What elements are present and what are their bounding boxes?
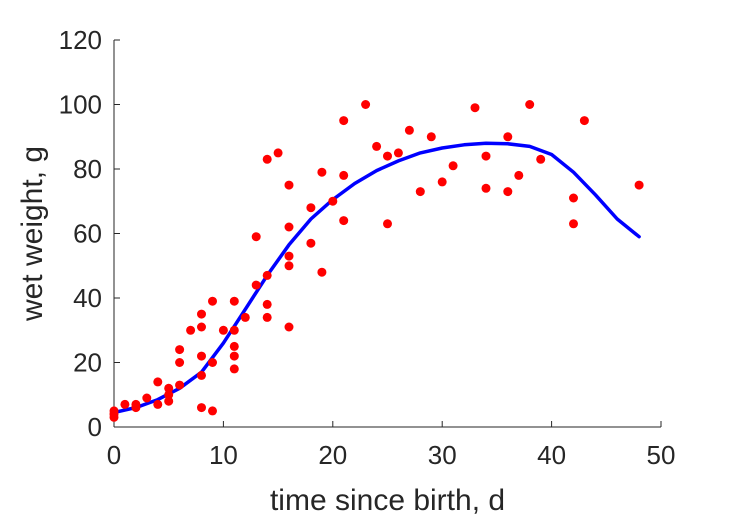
data-point: [481, 151, 491, 161]
data-point: [361, 100, 371, 109]
data-point: [284, 180, 294, 190]
data-point: [525, 100, 535, 109]
data-point: [569, 219, 578, 229]
data-point: [142, 393, 152, 403]
data-point: [448, 161, 458, 171]
data-point: [481, 183, 491, 193]
fitted-curve-layer: [112, 141, 641, 415]
data-point: [426, 132, 436, 142]
data-point: [579, 116, 589, 126]
data-point: [240, 312, 250, 322]
data-point: [306, 203, 316, 213]
data-point: [109, 412, 119, 422]
data-point: [229, 341, 239, 351]
y-tick-label: 80: [73, 154, 102, 184]
data-point: [164, 383, 174, 393]
data-point: [284, 261, 294, 271]
data-point: [197, 370, 206, 380]
data-point: [208, 358, 217, 367]
data-point: [404, 125, 414, 135]
data-point: [284, 251, 294, 261]
data-point: [164, 396, 174, 406]
x-tick-label: 20: [318, 440, 347, 470]
x-tick-label: 10: [209, 440, 238, 470]
data-point: [372, 141, 382, 151]
data-point: [197, 322, 206, 332]
data-point: [437, 177, 447, 187]
data-points-layer: [109, 100, 644, 422]
data-point: [197, 309, 206, 319]
data-point: [262, 154, 272, 164]
data-point: [317, 267, 327, 277]
data-point: [328, 196, 338, 206]
data-point: [153, 399, 163, 409]
data-point: [175, 380, 185, 390]
y-axis-ticks: 0 20 40 60 80 100 120: [59, 25, 120, 442]
data-point: [383, 151, 392, 161]
data-point: [229, 325, 239, 335]
data-point: [229, 364, 239, 374]
data-point: [251, 280, 261, 290]
data-point: [229, 296, 239, 306]
data-point: [339, 170, 349, 180]
x-tick-label: 0: [107, 440, 121, 470]
data-point: [503, 132, 513, 142]
y-tick-label: 60: [73, 219, 102, 249]
y-tick-label: 20: [73, 348, 102, 378]
data-point: [208, 296, 217, 306]
x-tick-label: 50: [647, 440, 676, 470]
axes: 0 10 20 30 40 50 0 20 40 60 80 100 120: [59, 25, 676, 470]
data-point: [262, 312, 272, 322]
data-point: [393, 148, 403, 158]
x-tick-label: 40: [537, 440, 566, 470]
data-point: [186, 325, 196, 335]
data-point: [197, 403, 206, 413]
data-point: [175, 345, 185, 355]
data-point: [262, 299, 272, 309]
data-point: [197, 351, 206, 361]
y-tick-label: 40: [73, 283, 102, 313]
y-axis-title: wet weight, g: [16, 146, 49, 322]
data-point: [339, 216, 349, 226]
data-point: [470, 103, 480, 113]
data-point: [251, 232, 261, 242]
data-point: [569, 193, 578, 203]
data-point: [339, 116, 349, 126]
x-axis-ticks: 0 10 20 30 40 50: [107, 421, 676, 470]
data-point: [273, 148, 283, 158]
x-axis-title: time since birth, d: [270, 484, 505, 517]
y-tick-label: 100: [59, 90, 102, 120]
data-point: [164, 390, 174, 400]
y-tick-label: 0: [88, 412, 102, 442]
data-point: [514, 170, 524, 180]
data-point: [317, 167, 327, 177]
data-point: [131, 399, 141, 409]
data-point: [503, 187, 513, 197]
data-point: [208, 406, 217, 416]
x-tick-label: 30: [428, 440, 457, 470]
data-point: [634, 180, 644, 190]
data-point: [175, 358, 185, 367]
data-point: [229, 351, 239, 361]
data-point: [415, 187, 425, 197]
fitted-growth-curve: [112, 141, 641, 415]
data-point: [153, 377, 163, 387]
data-point: [536, 154, 546, 164]
data-point: [284, 322, 294, 332]
data-point: [262, 270, 272, 280]
data-point: [218, 325, 228, 335]
data-point: [120, 399, 130, 409]
data-point: [306, 238, 316, 248]
data-point: [383, 219, 392, 229]
data-point: [284, 222, 294, 232]
y-tick-label: 120: [59, 25, 102, 55]
